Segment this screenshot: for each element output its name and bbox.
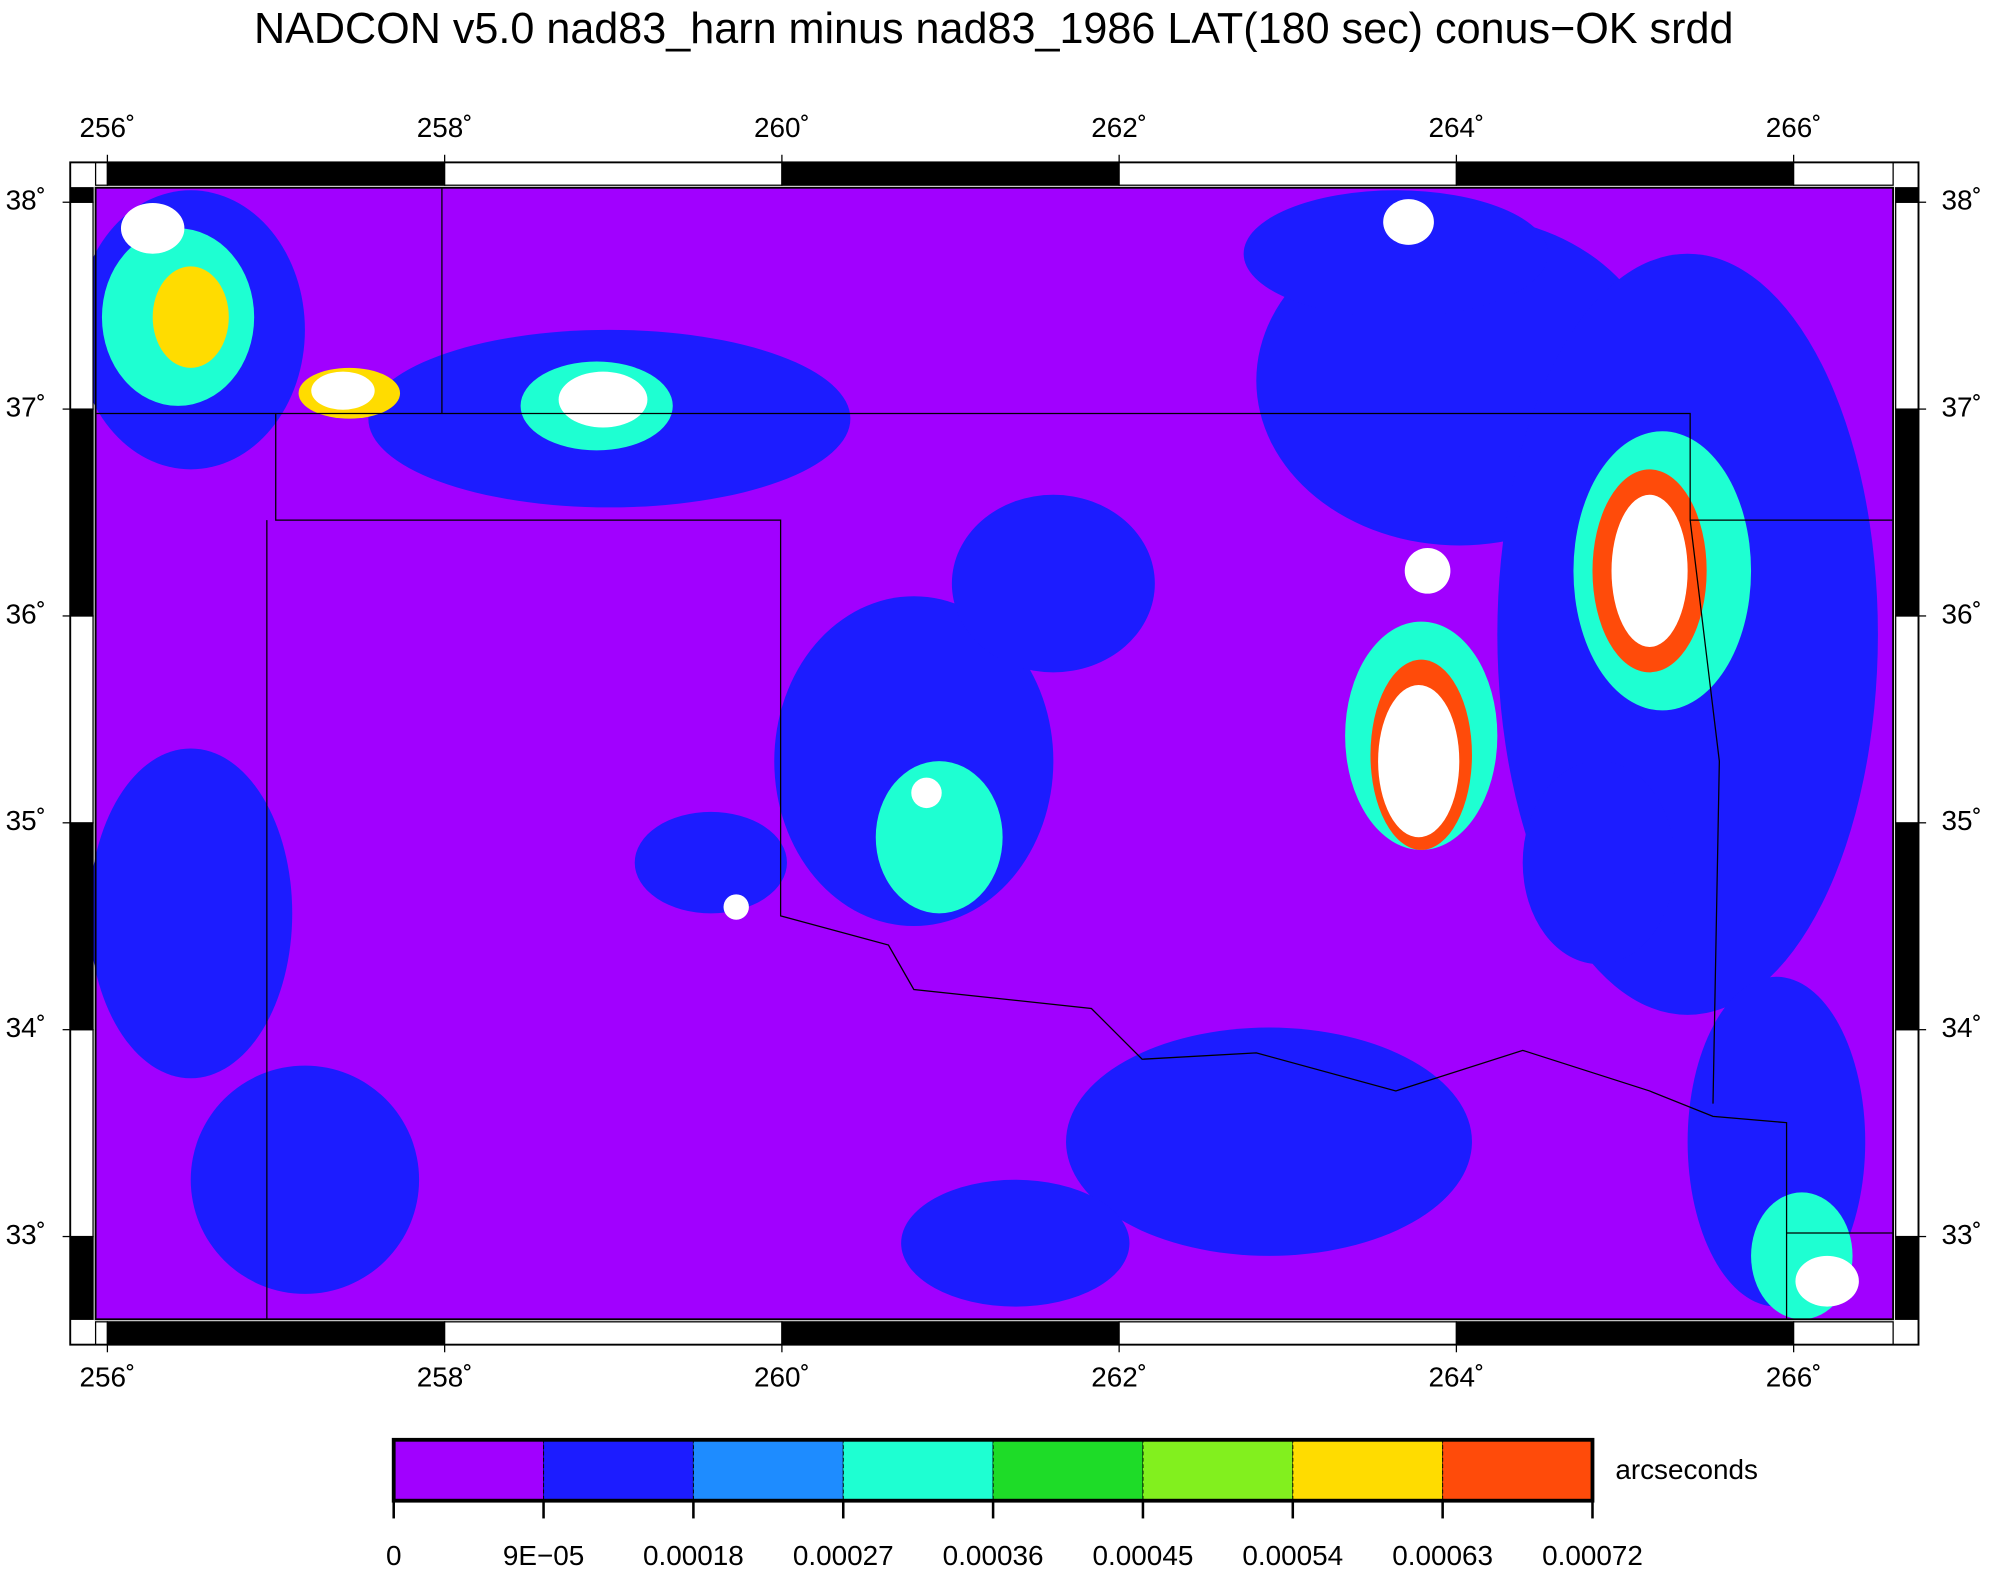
y-tick-label: 34˚ — [1941, 1012, 1981, 1043]
frame-band — [1455, 161, 1795, 186]
frame-band — [69, 187, 94, 203]
x-tick-label: 262˚ — [1091, 1361, 1147, 1392]
y-tick-label: 33˚ — [1941, 1219, 1981, 1250]
y-tick-label: 35˚ — [1941, 805, 1981, 836]
y-tick-label: 36˚ — [6, 598, 46, 629]
y-tick-label: 33˚ — [6, 1219, 46, 1250]
colorbar-unit: arcseconds — [1615, 1454, 1758, 1485]
x-tick-label: 266˚ — [1766, 112, 1822, 143]
frame-band — [69, 408, 94, 617]
colorbar-swatch — [692, 1439, 844, 1502]
frame-band — [69, 822, 94, 1031]
colorbar-swatch — [1292, 1439, 1444, 1502]
frame-band — [1793, 1321, 1894, 1346]
colorbar-tick-label: 0.00027 — [793, 1540, 894, 1571]
frame-band — [1118, 161, 1458, 186]
frame-band — [69, 1029, 94, 1238]
frame-outline — [69, 161, 1920, 1346]
frame-band — [1895, 187, 1920, 203]
frame-band — [94, 161, 109, 186]
colorbar-tick-label: 0.00018 — [643, 1540, 744, 1571]
frame-band — [69, 615, 94, 824]
frame-band — [106, 1321, 446, 1346]
colorbar-tick-label: 0.00036 — [943, 1540, 1044, 1571]
colorbar-tick-label: 0.00045 — [1093, 1540, 1194, 1571]
x-tick-label: 258˚ — [417, 112, 473, 143]
frame-band — [1895, 615, 1920, 824]
colorbar-swatch — [1142, 1439, 1294, 1502]
frame-band — [1895, 1029, 1920, 1238]
frame-band — [94, 1321, 109, 1346]
colorbar-swatch — [1442, 1439, 1593, 1502]
x-tick-label: 260˚ — [754, 1361, 810, 1392]
frame-band — [69, 1235, 94, 1320]
x-tick-label: 264˚ — [1428, 1361, 1484, 1392]
map-border — [94, 186, 1895, 1321]
x-tick-label: 264˚ — [1428, 112, 1484, 143]
frame-band — [1895, 408, 1920, 617]
y-tick-label: 38˚ — [1941, 185, 1981, 216]
frame-band — [444, 161, 783, 186]
y-tick-label: 37˚ — [6, 391, 46, 422]
colorbar-tick-label: 0.00072 — [1542, 1540, 1643, 1571]
x-tick-label: 260˚ — [754, 112, 810, 143]
map-frame: 256˚ 256˚ 258˚ 258˚ 260˚ 260˚ 262˚ 262˚ 264˚ 264˚… — [6, 112, 1982, 1393]
x-tick-label: 258˚ — [417, 1361, 473, 1392]
colorbar-swatch — [992, 1439, 1144, 1502]
colorbar-tick-label: 0.00054 — [1242, 1540, 1343, 1571]
frame-band — [1455, 1321, 1795, 1346]
frame-band — [1895, 822, 1920, 1031]
y-tick-label: 37˚ — [1941, 391, 1981, 422]
colorbar-tick-label: 0.00063 — [1392, 1540, 1493, 1571]
colorbar-swatch — [543, 1439, 694, 1502]
colorbar-tick-label: 9E−05 — [503, 1540, 584, 1571]
y-tick-label: 36˚ — [1941, 598, 1981, 629]
frame-band — [781, 1321, 1120, 1346]
y-tick-label: 38˚ — [6, 185, 46, 216]
x-tick-label: 256˚ — [79, 1361, 135, 1392]
x-tick-label: 262˚ — [1091, 112, 1147, 143]
frame-band — [444, 1321, 783, 1346]
colorbar-tick-label: 0 — [386, 1540, 402, 1571]
frame-band — [1895, 1235, 1920, 1320]
frame-band — [69, 201, 94, 410]
map-raster — [76, 187, 1894, 1320]
x-tick-label: 266˚ — [1766, 1361, 1822, 1392]
frame-band — [106, 161, 446, 186]
x-tick-label: 256˚ — [79, 112, 135, 143]
title: NADCON v5.0 nad83_harn minus nad83_1986 … — [254, 5, 1733, 53]
frame-band — [1793, 161, 1894, 186]
y-tick-label: 35˚ — [6, 805, 46, 836]
frame-band — [1895, 201, 1920, 410]
y-tick-label: 34˚ — [6, 1012, 46, 1043]
colorbar: 0 9E−05 0.00018 0.00027 0.00036 0.00045 0.0005… — [386, 1437, 1643, 1571]
frame-band — [781, 161, 1120, 186]
colorbar-swatch — [842, 1439, 994, 1502]
colorbar-swatch — [393, 1439, 545, 1502]
frame-band — [1118, 1321, 1458, 1346]
